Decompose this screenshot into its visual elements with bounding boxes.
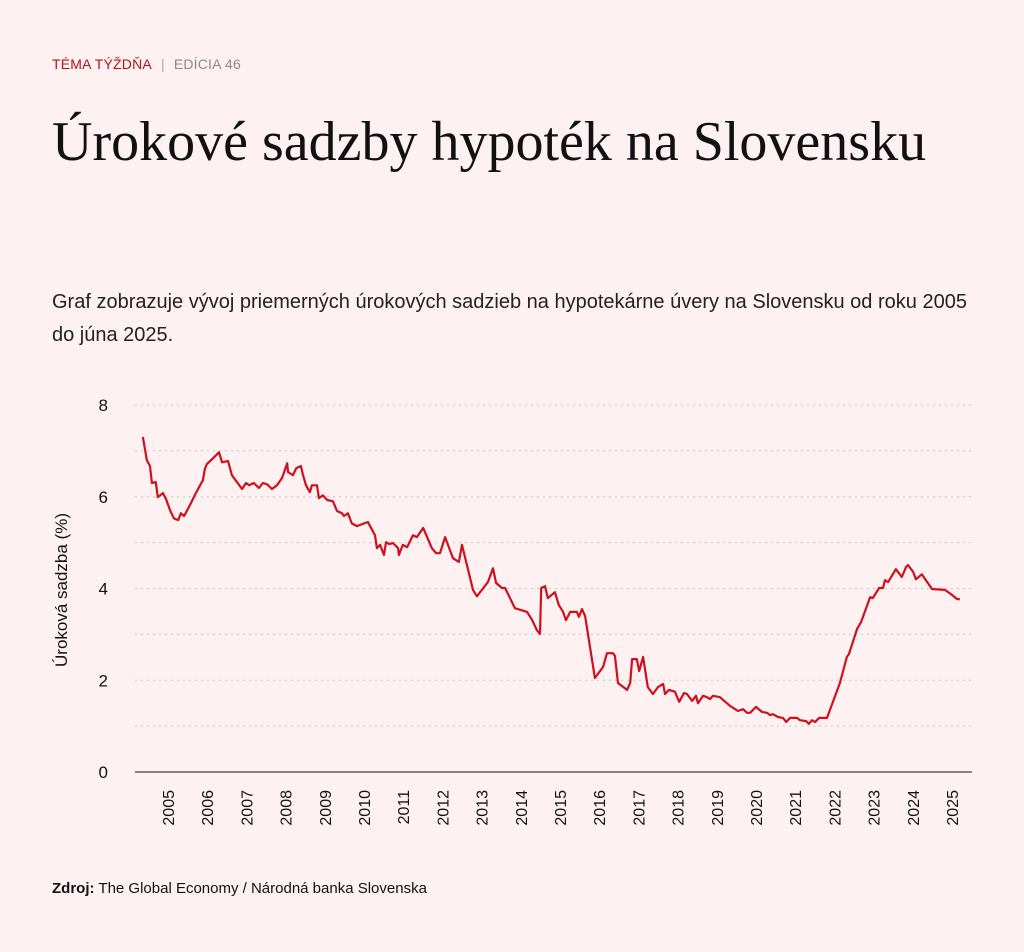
x-tick-label: 2023 — [867, 790, 884, 826]
source-text: The Global Economy / Národná banka Slove… — [98, 880, 427, 897]
topic-label: TÉMA TÝŽDŇA — [52, 56, 152, 72]
x-tick-label: 2010 — [357, 790, 374, 826]
y-tick-label: 4 — [99, 580, 108, 599]
x-tick-label: 2009 — [318, 790, 335, 826]
x-tick-label: 2018 — [671, 790, 688, 826]
x-tick-label: 2020 — [749, 790, 766, 826]
x-tick-label: 2006 — [200, 790, 217, 826]
x-tick-label: 2019 — [710, 790, 727, 826]
y-tick-label: 0 — [99, 763, 108, 782]
x-tick-label: 2017 — [631, 790, 648, 826]
x-tick-label: 2021 — [788, 790, 805, 826]
x-tick-label: 2014 — [514, 790, 531, 826]
gridlines — [135, 404, 972, 727]
source-label: Zdroj: — [52, 880, 95, 897]
y-tick-label: 2 — [99, 671, 108, 690]
kicker: TÉMA TÝŽDŇA | EDÍCIA 46 — [52, 56, 241, 72]
series-line — [141, 436, 960, 725]
source-note: Zdroj: The Global Economy / Národná bank… — [52, 880, 427, 897]
kicker-separator: | — [160, 56, 165, 72]
x-tick-label: 2007 — [239, 790, 256, 826]
x-tick-label: 2024 — [906, 790, 923, 826]
x-tick-label: 2013 — [475, 790, 492, 826]
x-tick-label: 2008 — [279, 790, 296, 826]
x-tick-label: 2022 — [827, 790, 844, 826]
x-tick-label: 2005 — [161, 790, 178, 826]
chart-subtitle: Graf zobrazuje vývoj priemerných úrokový… — [52, 291, 967, 346]
x-tick-label: 2016 — [592, 790, 609, 826]
edition-label: EDÍCIA 46 — [173, 56, 241, 72]
x-tick-label: 2025 — [945, 790, 962, 826]
page-title: Úrokové sadzby hypoték na Slovensku — [52, 111, 927, 173]
y-tick-labels: 0 2 4 6 8 — [99, 396, 108, 782]
x-tick-labels: 2005 2006 2007 2008 2009 2010 2011 2012 2013 2014… — [161, 790, 962, 826]
y-tick-label: 6 — [99, 488, 108, 507]
x-tick-label: 2012 — [435, 790, 452, 826]
y-tick-label: 8 — [99, 396, 108, 415]
x-tick-label: 2011 — [396, 790, 413, 825]
y-axis-label: Úroková sadzba (%) — [52, 513, 71, 667]
x-tick-label: 2015 — [553, 790, 570, 826]
